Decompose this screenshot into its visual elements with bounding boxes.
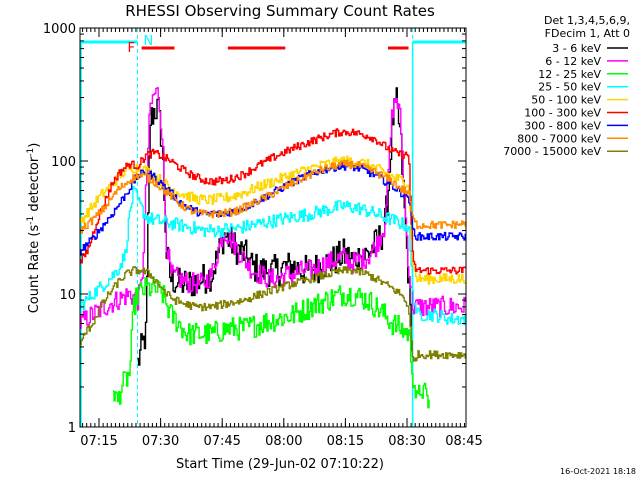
series-line-7000-15000-kev: [80, 266, 466, 362]
plot-series: [80, 87, 466, 409]
legend-label: 50 - 100 keV: [531, 94, 601, 107]
y-tick-label: 100: [51, 155, 76, 170]
x-tick-label: 07:30: [142, 434, 179, 449]
y-axis-ticks: 1 10 100 1000: [43, 22, 466, 436]
y-axis-label-part3: ): [27, 143, 42, 148]
plot-annotations: NF: [80, 28, 466, 427]
legend-label: 800 - 7000 keV: [517, 132, 601, 145]
legend-label: 6 - 12 keV: [545, 55, 601, 68]
legend-label: 100 - 300 keV: [524, 107, 601, 120]
y-axis-label-part2: detector: [27, 156, 42, 216]
series-line-800-7000-kev: [80, 159, 466, 234]
y-tick-label: 10: [59, 288, 76, 303]
y-tick-label: 1: [68, 421, 76, 436]
generation-timestamp: 16-Oct-2021 18:18: [560, 467, 636, 476]
legend-header-line-2: FDecim 1, Att 0: [545, 27, 630, 40]
legend-label: 12 - 25 keV: [538, 68, 601, 81]
x-tick-label: 07:15: [80, 434, 117, 449]
y-axis-label-part1: Count Rate (s: [27, 225, 42, 314]
x-tick-label: 08:15: [327, 434, 364, 449]
series-line-12-25-kev: [112, 276, 430, 409]
series-line-25-50-kev: [80, 186, 466, 326]
legend-header-line-1: Det 1,3,4,5,6,9,: [544, 14, 630, 27]
plot-frame: [79, 27, 467, 428]
night-label: N: [143, 34, 153, 49]
x-axis-label: Start Time (29-Jun-02 07:10:22): [176, 457, 384, 472]
legend-label: 25 - 50 keV: [538, 81, 601, 94]
x-tick-label: 08:30: [388, 434, 425, 449]
legend-label: 300 - 800 keV: [524, 119, 601, 132]
y-axis-label-sup1: -1: [26, 216, 36, 225]
x-tick-label: 07:45: [203, 434, 240, 449]
x-tick-label: 08:45: [445, 434, 482, 449]
legend-label: 7000 - 15000 keV: [503, 145, 601, 158]
series-line-100-300-kev: [80, 128, 466, 275]
series-line-50-100-kev: [80, 155, 466, 285]
x-tick-label: 08:00: [265, 434, 302, 449]
y-tick-label: 1000: [43, 22, 76, 37]
chart-title: RHESSI Observing Summary Count Rates: [125, 2, 435, 20]
y-axis-label: Count Rate (s-1 detector-1): [26, 143, 42, 314]
series-line-3-6-kev: [137, 87, 413, 366]
flare-label: F: [127, 41, 134, 56]
x-axis-ticks: 07:15 07:30 07:45 08:00 08:15 08:30 08:45: [80, 28, 483, 449]
legend-label: 3 - 6 keV: [552, 42, 601, 55]
y-axis-label-sup2: -1: [26, 148, 36, 157]
legend: Det 1,3,4,5,6,9, FDecim 1, Att 0 3 - 6 k…: [503, 14, 630, 158]
